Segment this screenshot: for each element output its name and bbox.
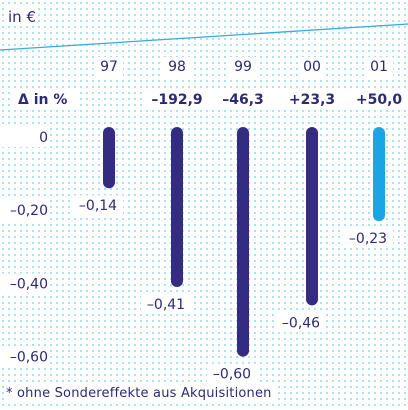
delta-value-bg [143,90,211,110]
value-label: –0,60 [213,367,251,383]
bar [171,127,183,288]
bar [237,127,249,357]
category-label: 98 [168,59,186,75]
category-label-bg [365,57,393,76]
delta-value: +23,3 [289,92,335,108]
value-label-bg [207,363,257,384]
delta-label: Δ in % [18,92,67,108]
bar [306,127,318,306]
y-tick-bg [2,273,50,294]
value-label-bg [73,195,123,216]
y-tick-bg [2,127,50,147]
chart-marks: Δ in % 0 –0,20 –0,40 –0,60 97 –0,14 98 –192,9 –0,… [2,57,408,384]
trend-line [0,23,408,51]
y-tick-bg [2,200,50,221]
category-label-bg [163,57,191,76]
delta-value-bg [278,90,346,110]
value-label: –0,41 [147,297,185,313]
delta-value: +50,0 [356,92,403,108]
category-label: 97 [100,59,118,75]
delta-value: –192,9 [151,92,202,108]
category-label-bg [298,57,326,76]
y-tick-bg [2,346,50,367]
y-tick-label: –0,60 [10,350,48,366]
value-label-bg [276,312,326,333]
value-label-bg [343,228,393,249]
bar [103,127,115,189]
value-label: –0,23 [349,231,387,247]
category-label: 00 [303,59,321,75]
category-label: 99 [234,59,252,75]
y-tick-label: 0 [39,130,48,146]
y-tick-label: –0,20 [10,203,48,219]
category-label: 01 [370,59,388,75]
category-label-bg [229,57,257,76]
unit-label: in € [6,8,38,26]
value-label-bg [141,294,191,315]
delta-value-bg [345,90,408,110]
bar [373,127,385,222]
y-tick-label: –0,40 [10,276,48,292]
delta-value-bg [209,90,277,110]
value-label: –0,46 [282,315,320,331]
delta-label-bg [14,90,78,110]
footnote: * ohne Sondereffekte aus Akquisitionen [4,386,274,401]
value-label: –0,14 [79,198,117,214]
category-label-bg [95,57,123,76]
delta-value: –46,3 [222,92,264,108]
